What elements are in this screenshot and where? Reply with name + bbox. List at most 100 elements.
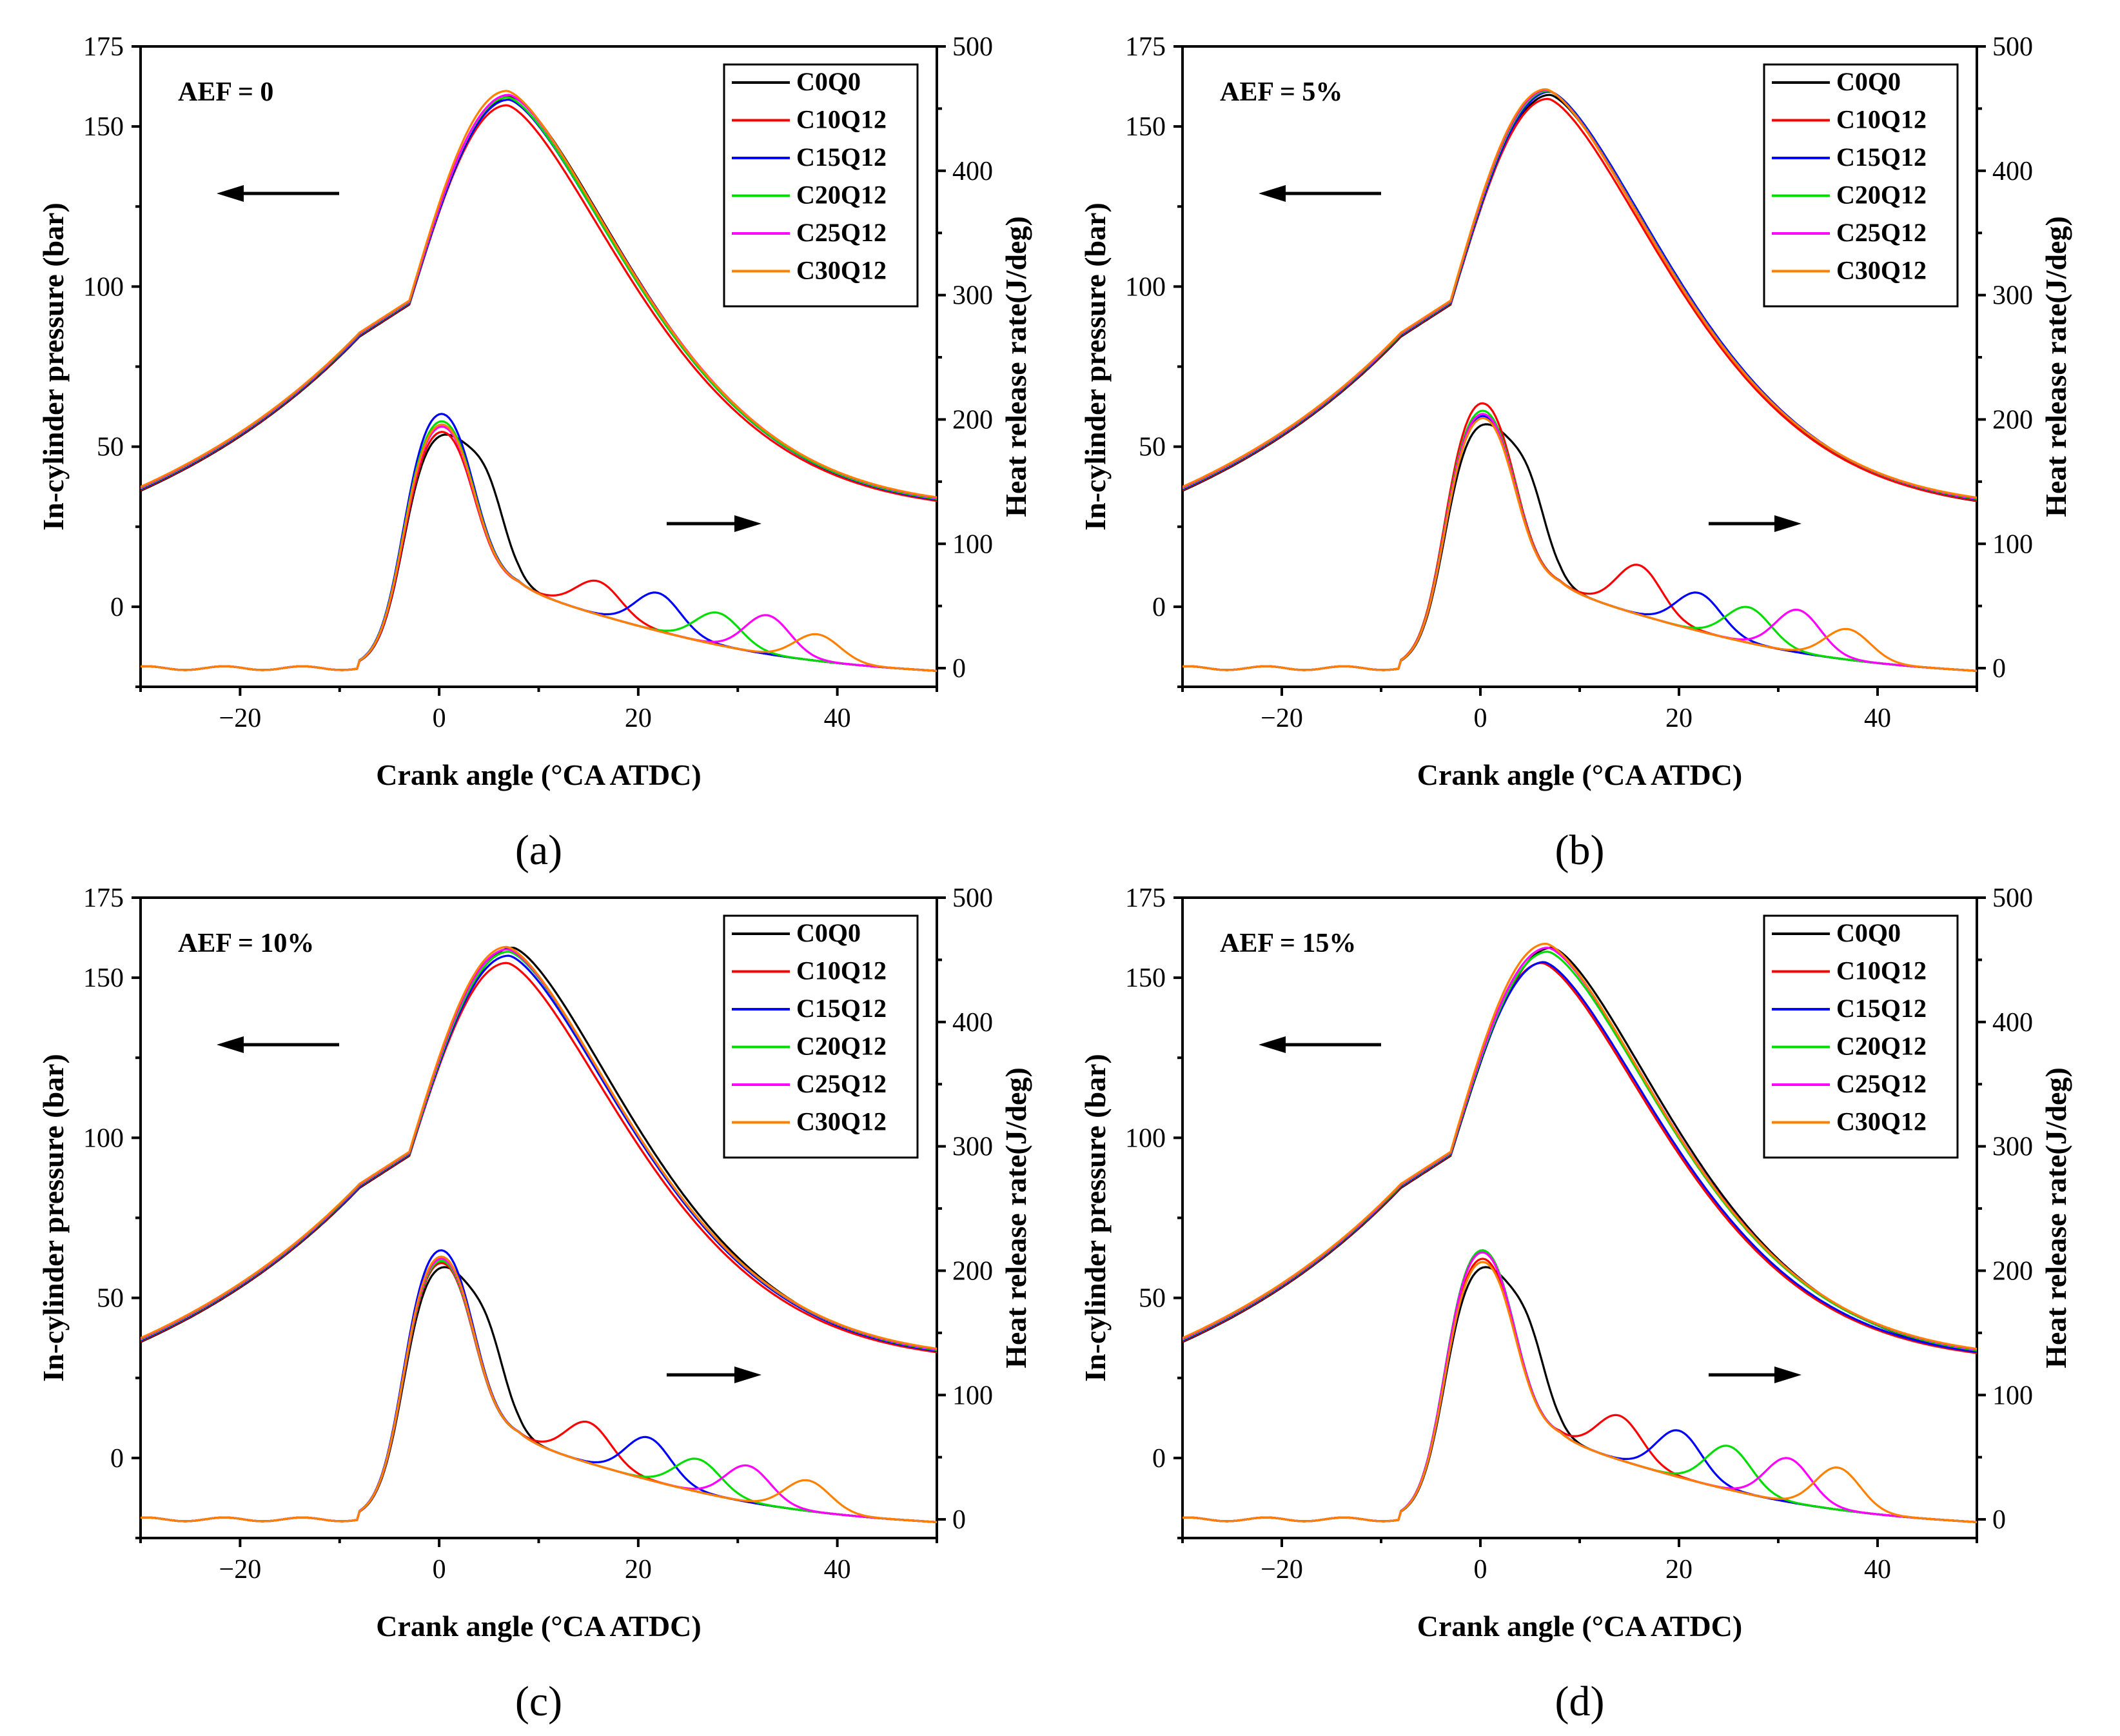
- legend-label-C20Q12: C20Q12: [1836, 181, 1927, 210]
- legend-label-C10Q12: C10Q12: [1836, 956, 1927, 985]
- y-tick-label: 150: [83, 112, 124, 142]
- y2-tick-label: 0: [952, 654, 966, 684]
- y2-tick-label: 200: [1992, 405, 2033, 435]
- legend-label-C20Q12: C20Q12: [796, 181, 887, 210]
- y-tick-label: 100: [1125, 272, 1166, 302]
- x-tick-label: 20: [625, 704, 652, 733]
- y-tick-label: 50: [97, 1284, 124, 1314]
- panel-label: (b): [1555, 827, 1605, 874]
- y2-tick-label: 100: [952, 1381, 993, 1410]
- legend-label-C15Q12: C15Q12: [796, 994, 887, 1023]
- y2-tick-label: 100: [952, 529, 993, 559]
- legend-label-C25Q12: C25Q12: [796, 218, 887, 247]
- hrr-line-C15Q12: [1183, 1249, 1977, 1523]
- y2-tick-label: 200: [1992, 1256, 2033, 1286]
- y2-tick-label: 400: [952, 1008, 993, 1038]
- y-tick-label: 150: [1125, 963, 1166, 993]
- hrr-line-C15Q12: [141, 413, 937, 672]
- y-axis-title: In-cylinder pressure (bar): [37, 202, 70, 531]
- legend-label-C25Q12: C25Q12: [796, 1069, 887, 1098]
- arrow-right-head: [734, 515, 761, 532]
- pressure-line-C30Q12: [1183, 88, 1977, 499]
- y-axis-title: In-cylinder pressure (bar): [1079, 202, 1112, 531]
- y2-tick-label: 500: [1992, 883, 2033, 913]
- arrow-right-head: [1774, 1366, 1801, 1383]
- legend-label-C25Q12: C25Q12: [1836, 218, 1927, 247]
- y-tick-label: 50: [1139, 1284, 1166, 1314]
- hrr-line-C10Q12: [1183, 402, 1977, 672]
- y2-axis-title: Heat release rate(J/deg): [999, 216, 1032, 517]
- aef-annotation: AEF = 10%: [178, 929, 314, 958]
- legend-label-C15Q12: C15Q12: [1836, 994, 1927, 1023]
- chart-panel-3: −20 0 20 400501001501750100200300400500Cran…: [37, 883, 1032, 1725]
- legend-label-C10Q12: C10Q12: [1836, 105, 1927, 134]
- x-tick-label: 40: [1864, 1555, 1891, 1584]
- x-tick-label: 40: [1864, 704, 1891, 733]
- x-tick-label: 0: [1474, 704, 1487, 733]
- y2-axis-title: Heat release rate(J/deg): [999, 1067, 1032, 1368]
- y-tick-label: 100: [1125, 1123, 1166, 1153]
- y2-tick-label: 300: [952, 1132, 993, 1162]
- legend-label-C15Q12: C15Q12: [1836, 143, 1927, 172]
- legend-label-C0Q0: C0Q0: [1836, 67, 1901, 96]
- x-axis-title: Crank angle (°CA ATDC): [376, 758, 701, 791]
- y-tick-label: 0: [110, 593, 124, 622]
- hrr-line-C0Q0: [141, 433, 937, 672]
- panel-label: (c): [515, 1678, 562, 1725]
- y2-tick-label: 200: [952, 405, 993, 435]
- legend-label-C30Q12: C30Q12: [1836, 256, 1927, 285]
- panel-label: (d): [1555, 1678, 1605, 1725]
- y2-tick-label: 300: [1992, 1132, 2033, 1162]
- x-tick-label: 20: [1665, 704, 1693, 733]
- y-tick-label: 0: [1152, 593, 1166, 622]
- chart-panel-4: −20 0 20 400501001501750100200300400500Cran…: [1079, 883, 2072, 1725]
- aef-annotation: AEF = 5%: [1220, 77, 1342, 107]
- hrr-line-C30Q12: [1183, 1261, 1977, 1523]
- y2-tick-label: 0: [952, 1505, 966, 1535]
- arrow-left-head: [217, 185, 244, 202]
- y2-tick-label: 300: [1992, 281, 2033, 311]
- legend-label-C20Q12: C20Q12: [1836, 1032, 1927, 1061]
- y-tick-label: 175: [83, 32, 124, 62]
- hrr-line-C30Q12: [141, 1256, 937, 1523]
- y-tick-label: 50: [97, 433, 124, 462]
- y2-tick-label: 0: [1992, 654, 2006, 684]
- x-tick-label: 0: [433, 1555, 446, 1584]
- legend-box: [1763, 63, 1959, 308]
- y-tick-label: 175: [83, 883, 124, 913]
- x-tick-label: −20: [219, 1555, 262, 1584]
- legend-label-C0Q0: C0Q0: [796, 67, 861, 96]
- hrr-line-C15Q12: [141, 1249, 937, 1523]
- x-tick-label: 40: [824, 704, 851, 733]
- hrr-line-C20Q12: [141, 1259, 937, 1523]
- y2-tick-label: 500: [952, 883, 993, 913]
- y2-axis-title: Heat release rate(J/deg): [2039, 216, 2072, 517]
- x-axis-title: Crank angle (°CA ATDC): [376, 1610, 701, 1642]
- hrr-line-C20Q12: [1183, 409, 1977, 672]
- hrr-line-C30Q12: [1183, 417, 1977, 672]
- legend-label-C30Q12: C30Q12: [1836, 1107, 1927, 1136]
- x-tick-label: 20: [625, 1555, 652, 1584]
- x-tick-label: 40: [824, 1555, 851, 1584]
- legend-label-C30Q12: C30Q12: [796, 256, 887, 285]
- legend-label-C15Q12: C15Q12: [796, 143, 887, 172]
- pressure-line-C30Q12: [141, 90, 937, 498]
- x-tick-label: 20: [1665, 1555, 1693, 1584]
- hrr-line-C25Q12: [1183, 1251, 1977, 1523]
- y2-tick-label: 300: [952, 281, 993, 311]
- arrow-left-head: [217, 1036, 244, 1053]
- legend-label-C0Q0: C0Q0: [1836, 918, 1901, 947]
- pressure-line-C30Q12: [141, 945, 937, 1350]
- y2-tick-label: 100: [1992, 1381, 2033, 1410]
- legend-box: [723, 63, 919, 308]
- y-tick-label: 0: [1152, 1444, 1166, 1474]
- arrow-left-head: [1259, 185, 1286, 202]
- aef-annotation: AEF = 15%: [1220, 929, 1356, 958]
- y-tick-label: 150: [83, 963, 124, 993]
- y-tick-label: 175: [1125, 32, 1166, 62]
- x-axis-title: Crank angle (°CA ATDC): [1417, 758, 1742, 791]
- y-axis-title: In-cylinder pressure (bar): [1079, 1054, 1112, 1382]
- y-tick-label: 175: [1125, 883, 1166, 913]
- y2-tick-label: 500: [1992, 32, 2033, 62]
